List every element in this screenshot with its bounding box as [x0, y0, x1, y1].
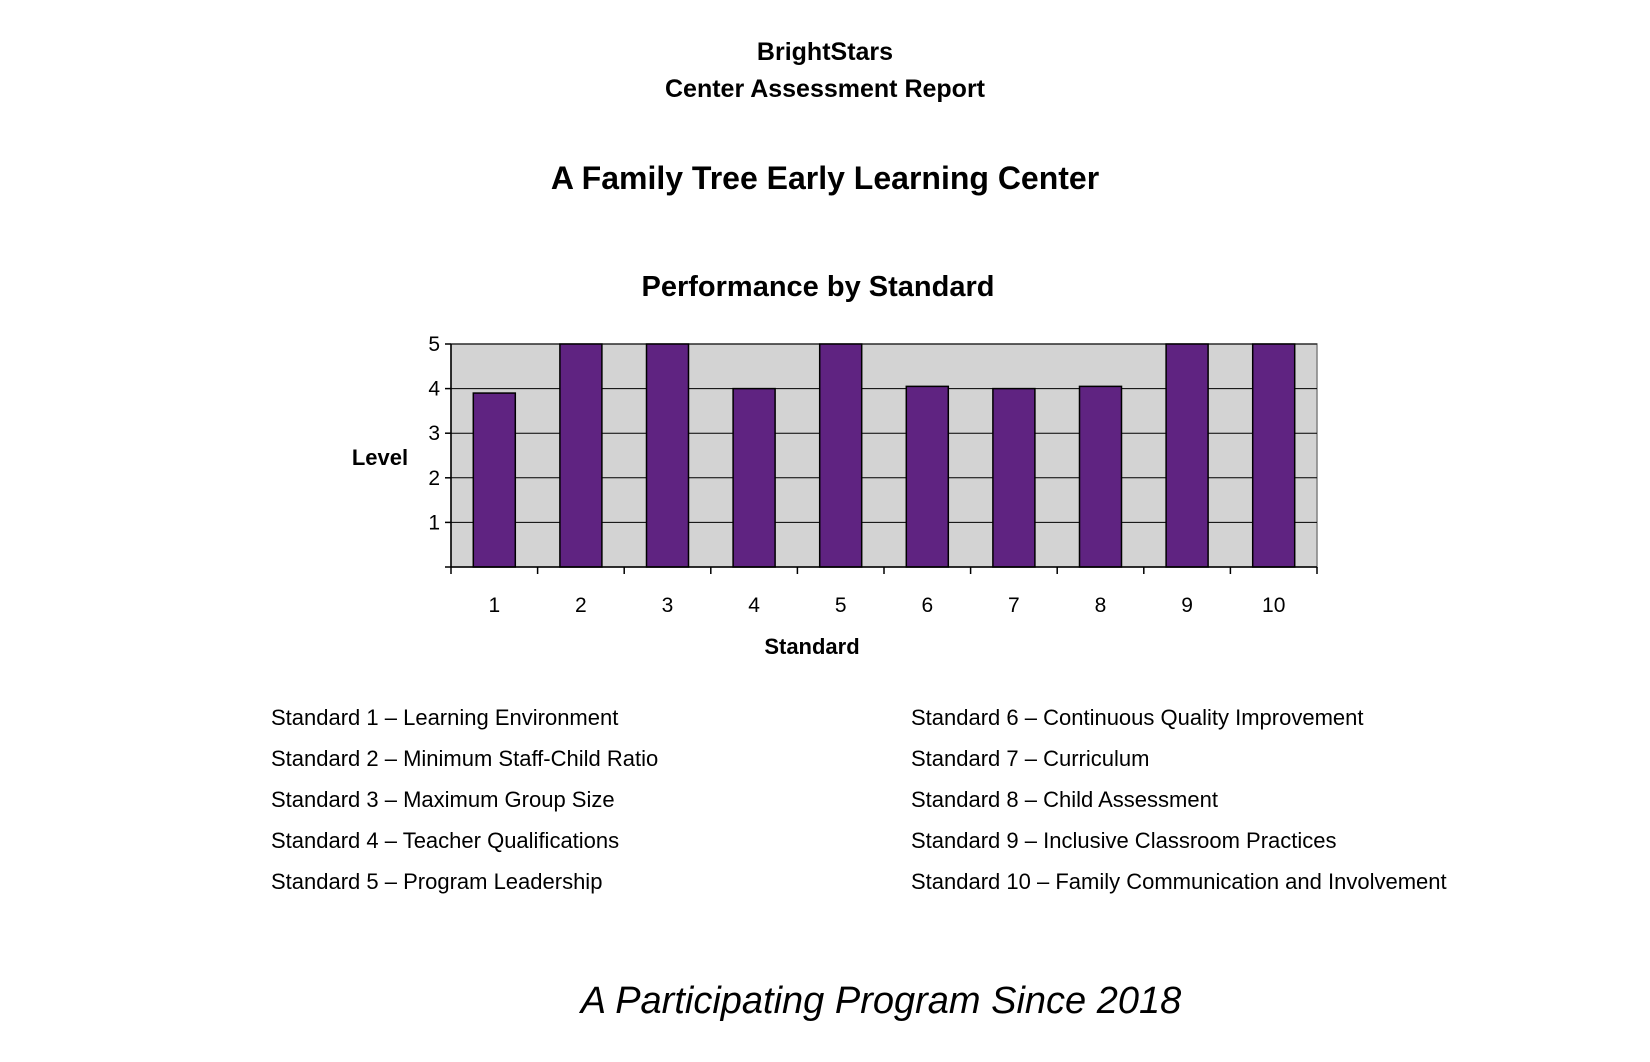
- legend-item: Standard 4 – Teacher Qualifications: [271, 828, 620, 853]
- legend-item: Standard 6 – Continuous Quality Improvem…: [911, 705, 1364, 730]
- legend-item: Standard 9 – Inclusive Classroom Practic…: [911, 828, 1337, 853]
- x-tick-label: 5: [835, 594, 847, 617]
- y-tick-label: 5: [428, 333, 440, 356]
- bar: [559, 343, 603, 568]
- y-tick-label: 3: [428, 422, 440, 445]
- axes: [445, 343, 1318, 574]
- organization-name: BrightStars: [756, 38, 894, 66]
- report-title: Center Assessment Report: [664, 75, 985, 103]
- bar: [905, 385, 950, 568]
- x-tick-label: 10: [1262, 594, 1285, 617]
- standards-legend-right: Standard 6 – Continuous Quality Improvem…: [911, 704, 1447, 909]
- x-tick-label: 4: [748, 594, 760, 617]
- y-tick-label: 2: [428, 467, 440, 490]
- bar: [645, 343, 690, 568]
- x-tick-label: 8: [1095, 594, 1107, 617]
- y-axis-label: Level: [352, 445, 408, 470]
- bar: [1165, 343, 1209, 568]
- center-name: A Family Tree Early Learning Center: [550, 160, 1100, 196]
- y-tick-label: 4: [428, 378, 440, 401]
- x-tick-label: 1: [488, 594, 500, 617]
- bar: [1251, 343, 1296, 568]
- participation-tagline: A Participating Program Since 2018: [580, 980, 1182, 1022]
- legend-item: Standard 8 – Child Assessment: [911, 787, 1218, 812]
- legend-item: Standard 7 – Curriculum: [911, 746, 1150, 771]
- y-tick-labels: 1 2 3 4 5: [428, 333, 440, 534]
- legend-item: Standard 1 – Learning Environment: [271, 705, 619, 730]
- x-tick-label: 6: [921, 594, 933, 617]
- legend-item: Standard 5 – Program Leadership: [271, 869, 603, 894]
- legend-item: Standard 3 – Maximum Group Size: [271, 787, 615, 812]
- legend-item: Standard 2 – Minimum Staff-Child Ratio: [271, 746, 659, 771]
- standards-legend-left: Standard 1 – Learning Environment Standa…: [271, 704, 658, 909]
- x-tick-label: 3: [662, 594, 674, 617]
- bar-series: [472, 343, 1296, 568]
- bar: [472, 392, 517, 568]
- bar: [1078, 385, 1123, 568]
- y-tick-label: 1: [428, 511, 440, 534]
- bar: [992, 387, 1036, 568]
- bar: [818, 343, 863, 568]
- x-tick-label: 2: [575, 594, 587, 617]
- x-tick-labels: 1 2 3 4 5 6 7 8 9 10: [488, 594, 1285, 617]
- bar: [732, 387, 776, 568]
- chart-title: Performance by Standard: [642, 271, 995, 303]
- x-tick-label: 7: [1008, 594, 1020, 617]
- x-axis-label: Standard: [764, 634, 859, 659]
- x-tick-label: 9: [1181, 594, 1193, 617]
- legend-item: Standard 10 – Family Communication and I…: [911, 869, 1447, 894]
